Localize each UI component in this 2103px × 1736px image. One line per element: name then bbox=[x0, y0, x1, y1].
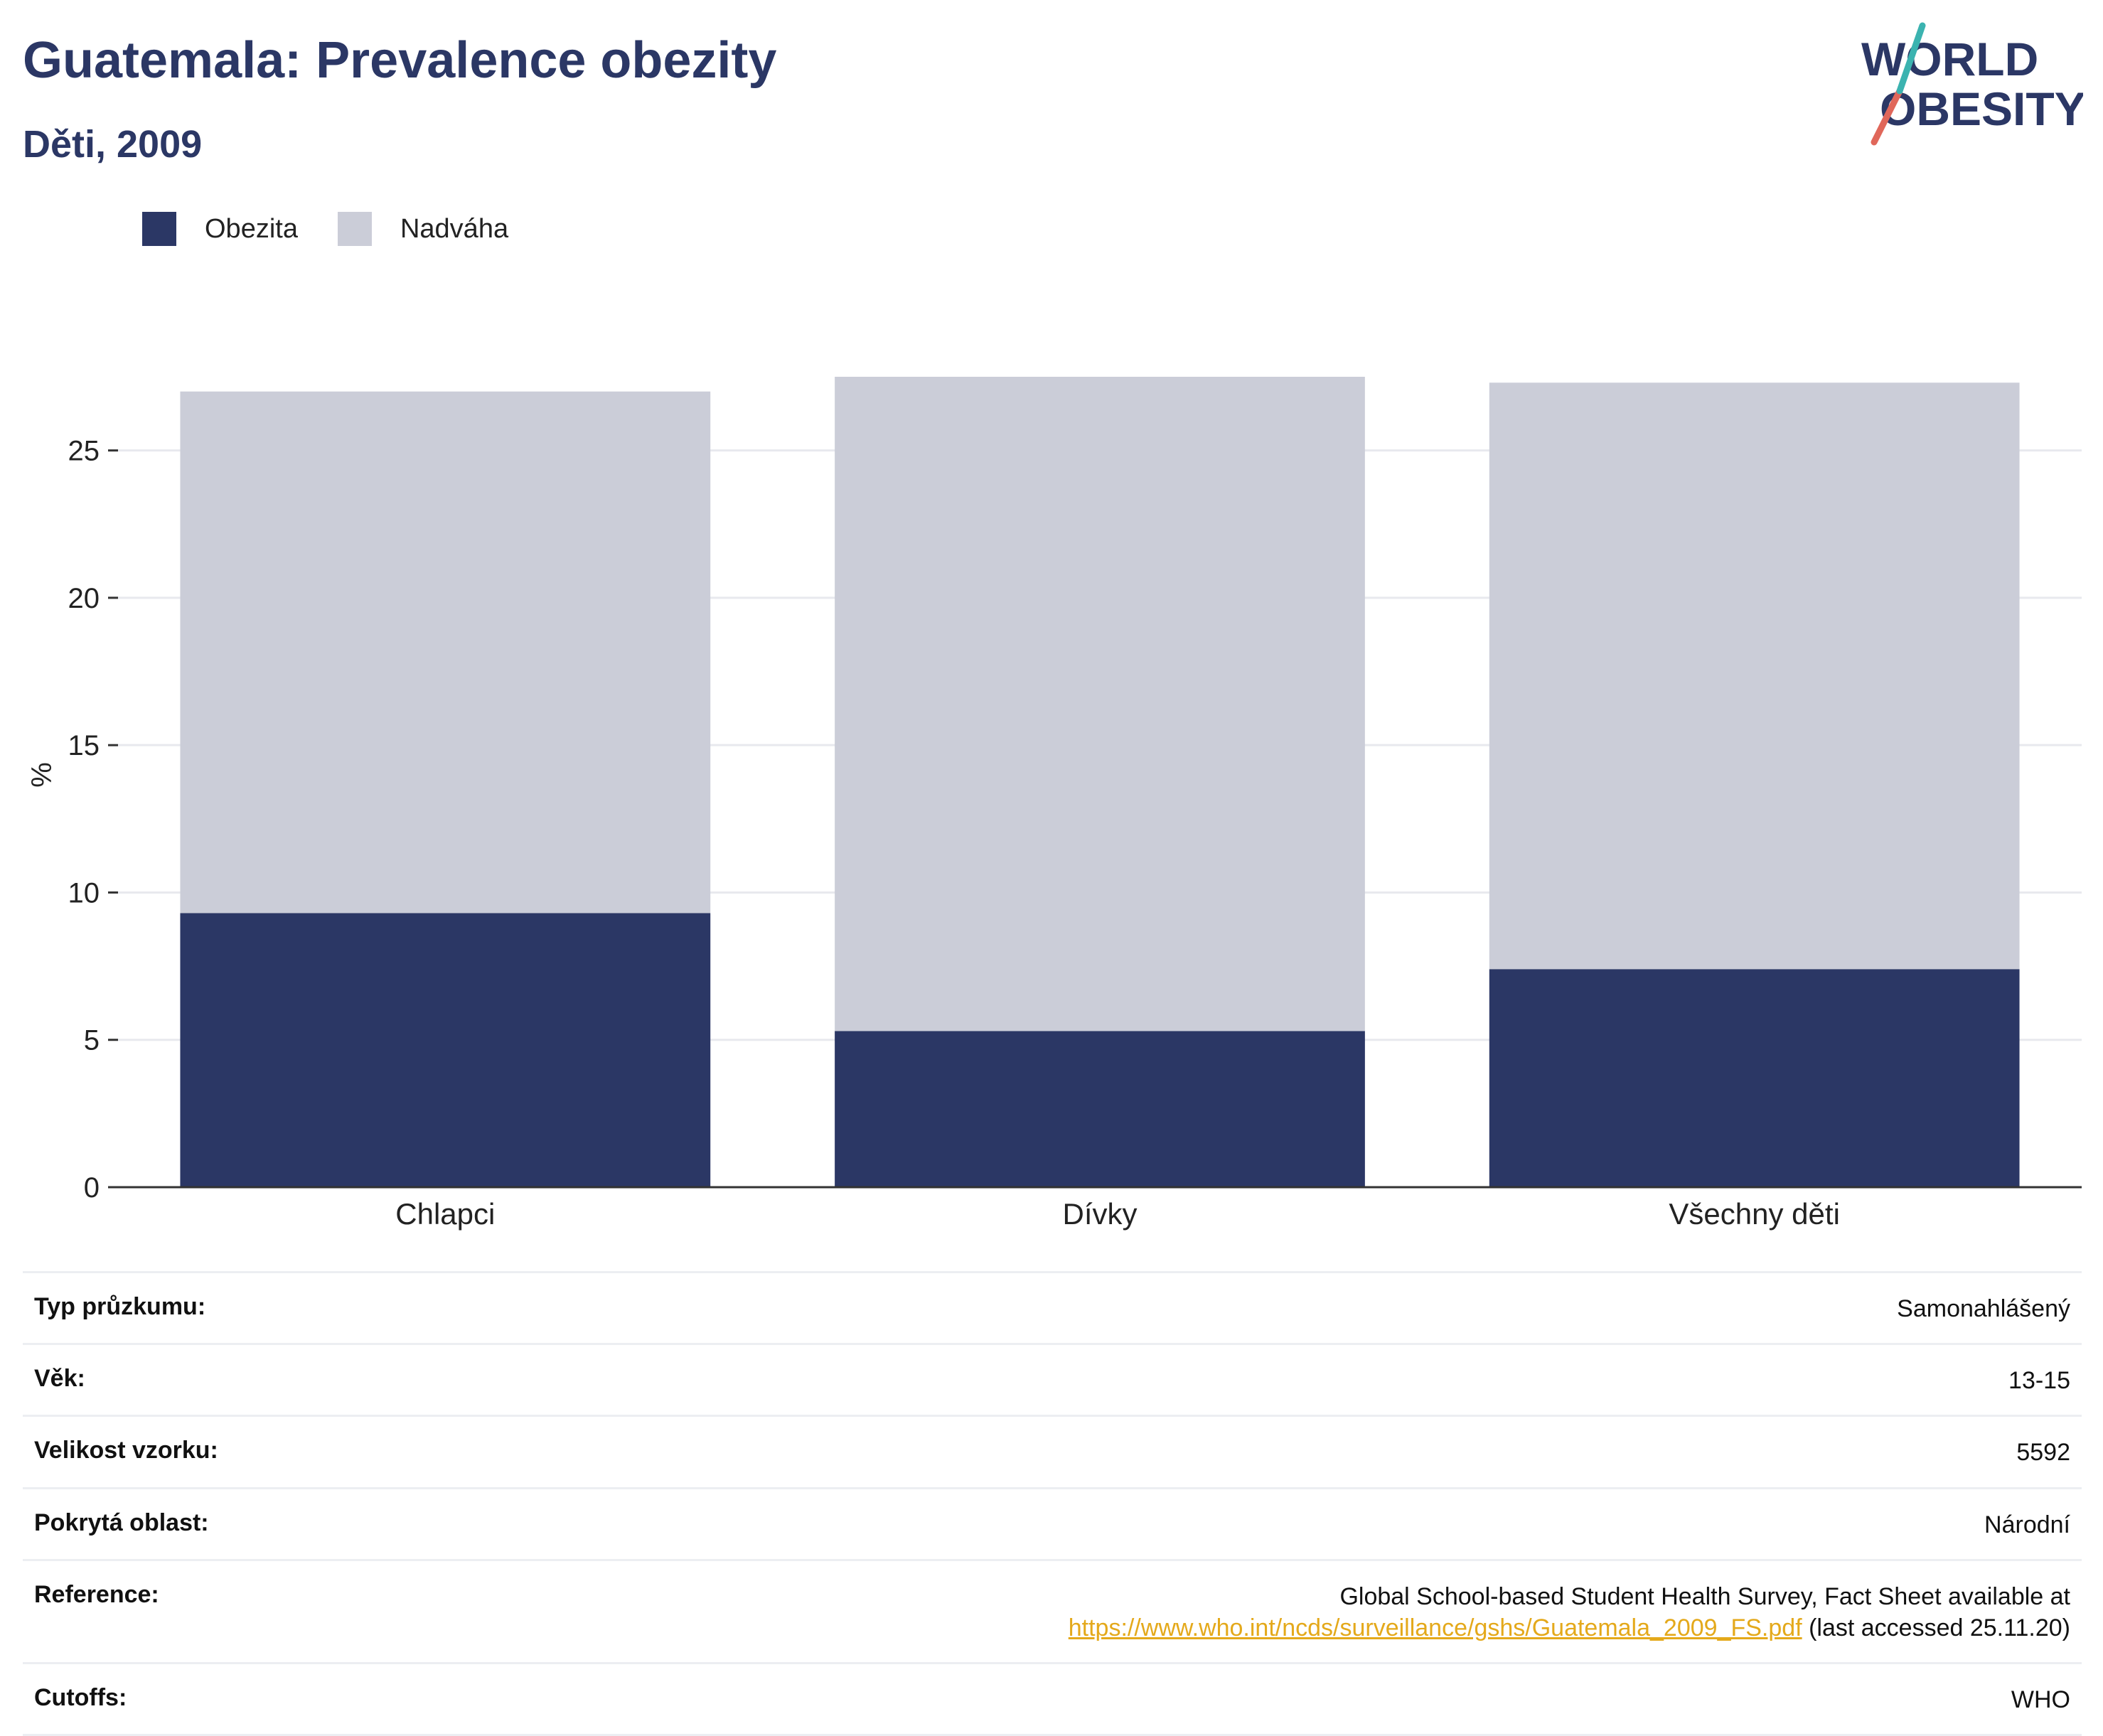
info-row-age: Věk: 13-15 bbox=[23, 1343, 2082, 1415]
bar-obesity-2[interactable] bbox=[1489, 969, 2020, 1187]
bar-chart: % 0 5 10 15 20 25 Chlapci Dívky Všechny děti bbox=[26, 377, 2082, 1231]
logo-line1: WORLD bbox=[1861, 33, 2038, 85]
x-tick-label: Dívky bbox=[1063, 1197, 1138, 1231]
info-row-reference: Reference: Global School-based Student H… bbox=[23, 1558, 2082, 1662]
info-label: Cutoffs: bbox=[34, 1684, 127, 1712]
chart-title: Guatemala: Prevalence obezity bbox=[23, 32, 777, 89]
y-tick-label: 5 bbox=[84, 1025, 100, 1056]
info-value: 5592 bbox=[2016, 1439, 2070, 1467]
info-label: Typ průzkumu: bbox=[34, 1293, 206, 1320]
info-row-sample-size: Velikost vzorku: 5592 bbox=[23, 1415, 2082, 1486]
info-label: Reference: bbox=[34, 1580, 159, 1608]
legend-swatch-obesity bbox=[142, 212, 176, 246]
x-tick-label: Chlapci bbox=[395, 1197, 495, 1231]
bar-overweight-1[interactable] bbox=[835, 377, 1365, 1032]
legend: Obezita Nadváha bbox=[142, 212, 548, 246]
y-tick-label: 10 bbox=[68, 877, 100, 909]
reference-suffix: (last accessed 25.11.20) bbox=[1802, 1614, 2070, 1641]
legend-item-obesity[interactable]: Obezita bbox=[142, 212, 298, 246]
logo-slash-red bbox=[1871, 87, 1903, 146]
legend-label-obesity: Obezita bbox=[205, 213, 298, 244]
x-tick-label: Všechny děti bbox=[1669, 1197, 1839, 1231]
info-label: Pokrytá oblast: bbox=[34, 1509, 209, 1536]
world-obesity-logo: WORLD OBESITY bbox=[1861, 22, 2083, 146]
y-tick-label: 25 bbox=[68, 436, 100, 467]
bar-obesity-0[interactable] bbox=[180, 913, 711, 1187]
bar-overweight-0[interactable] bbox=[180, 391, 711, 913]
logo-slash-teal bbox=[1896, 22, 1926, 95]
legend-swatch-overweight bbox=[337, 212, 372, 246]
legend-label-overweight: Nadváha bbox=[400, 213, 509, 244]
info-value: 13-15 bbox=[2008, 1367, 2070, 1395]
y-tick-label: 15 bbox=[68, 730, 100, 761]
y-tick-label: 20 bbox=[68, 583, 100, 614]
info-value: Samonahlášený bbox=[1897, 1295, 2070, 1322]
info-row-coverage: Pokrytá oblast: Národní bbox=[23, 1486, 2082, 1559]
reference-link[interactable]: https://www.who.int/ncds/surveillance/gs… bbox=[1068, 1614, 1802, 1641]
reference-value: Global School-based Student Health Surve… bbox=[1069, 1581, 2070, 1644]
info-value: WHO bbox=[2011, 1686, 2070, 1714]
info-label: Věk: bbox=[34, 1365, 85, 1393]
y-tick-label: 0 bbox=[84, 1172, 100, 1204]
y-axis-label: % bbox=[26, 762, 58, 788]
chart-subtitle: Děti, 2009 bbox=[23, 123, 203, 166]
legend-item-overweight[interactable]: Nadváha bbox=[337, 212, 509, 246]
bar-overweight-2[interactable] bbox=[1489, 382, 2020, 970]
reference-text: Global School-based Student Health Surve… bbox=[1339, 1582, 2070, 1610]
info-row-survey-type: Typ průzkumu: Samonahlášený bbox=[23, 1271, 2082, 1343]
logo-line2: OBESITY bbox=[1880, 82, 2083, 135]
survey-info-table: Typ průzkumu: Samonahlášený Věk: 13-15 V… bbox=[23, 1271, 2082, 1736]
bar-obesity-1[interactable] bbox=[835, 1031, 1365, 1187]
info-label: Velikost vzorku: bbox=[34, 1437, 218, 1464]
info-row-cutoffs: Cutoffs: WHO bbox=[23, 1662, 2082, 1736]
info-value: Národní bbox=[1984, 1511, 2070, 1538]
